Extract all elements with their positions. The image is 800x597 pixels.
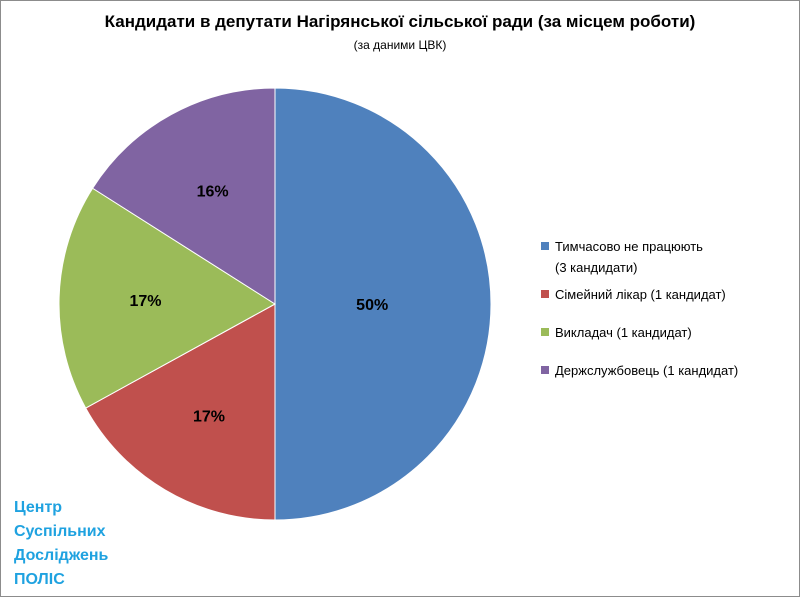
organization-watermark: Центр Суспільних Досліджень ПОЛІС bbox=[14, 496, 108, 592]
pie-slice bbox=[274, 87, 492, 521]
slice-data-label: 50% bbox=[356, 297, 388, 314]
legend-swatch bbox=[541, 242, 549, 250]
chart-legend: Тимчасово не працюють (3 кандидати) Сімейн… bbox=[541, 236, 791, 381]
chart-title: Кандидати в депутати Нагірянської сільсь… bbox=[104, 12, 696, 31]
pie-slice bbox=[85, 303, 276, 521]
legend-swatch bbox=[541, 290, 549, 298]
legend-label: Викладач (1 кандидат) bbox=[555, 325, 692, 340]
watermark-line: Досліджень bbox=[14, 547, 109, 564]
legend-swatch bbox=[541, 366, 549, 374]
watermark-line: ПОЛІС bbox=[14, 571, 65, 588]
slice-data-label: 16% bbox=[197, 183, 229, 200]
watermark-line: Центр bbox=[14, 499, 63, 516]
slice-data-label: 17% bbox=[193, 409, 225, 426]
legend-label: Держслужбовець (1 кандидат) bbox=[555, 363, 739, 378]
legend-label: (3 кандидати) bbox=[555, 260, 638, 275]
legend-item: Сімейний лікар (1 кандидат) bbox=[541, 284, 791, 305]
pie-slice bbox=[91, 87, 276, 305]
chart-subtitle: (за даними ЦВК) bbox=[353, 38, 447, 52]
legend-item: Тимчасово не працюють (3 кандидати) bbox=[541, 236, 791, 278]
watermark-line: Суспільних bbox=[14, 523, 106, 540]
legend-swatch bbox=[541, 328, 549, 336]
legend-item: Викладач (1 кандидат) bbox=[541, 322, 791, 343]
pie-slice bbox=[58, 187, 276, 409]
legend-item: Держслужбовець (1 кандидат) bbox=[541, 360, 791, 381]
legend-label: Тимчасово не працюють bbox=[555, 239, 703, 254]
legend-label: Сімейний лікар (1 кандидат) bbox=[555, 287, 726, 302]
slice-data-label: 17% bbox=[129, 293, 161, 310]
